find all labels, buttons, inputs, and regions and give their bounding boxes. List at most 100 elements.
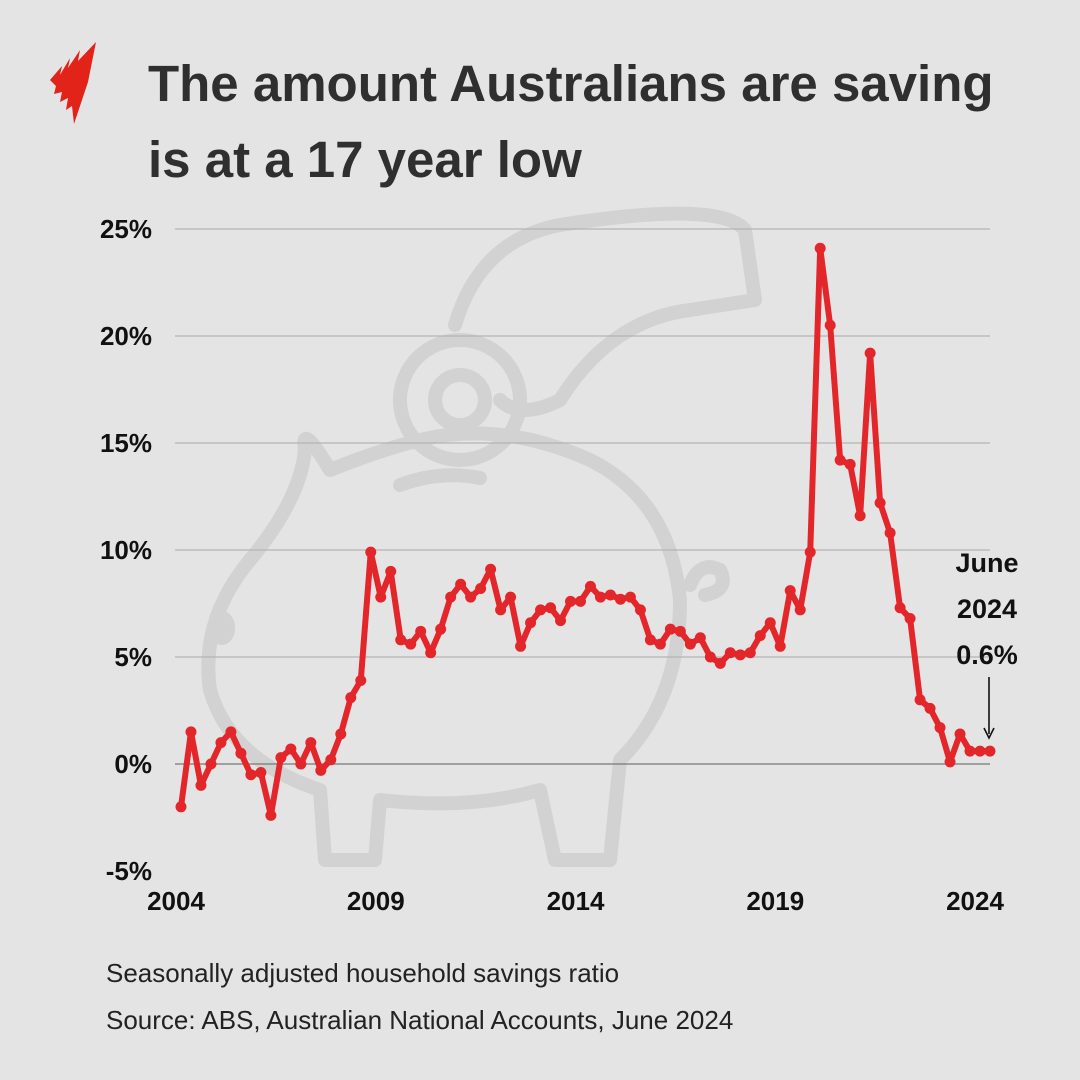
data-point <box>565 595 577 607</box>
data-point <box>505 591 517 603</box>
data-point <box>235 747 247 759</box>
data-point <box>365 546 377 558</box>
data-point <box>574 595 586 607</box>
data-point <box>355 675 367 687</box>
x-tick-label: 2009 <box>347 886 405 916</box>
data-point <box>594 591 606 603</box>
data-point <box>185 726 197 738</box>
chart-note: Seasonally adjusted household savings ra… <box>106 958 620 988</box>
data-point <box>385 565 397 577</box>
data-point <box>425 647 437 659</box>
data-point <box>864 347 876 359</box>
data-point <box>634 604 646 616</box>
data-point <box>325 754 337 766</box>
x-tick-label: 2024 <box>946 886 1004 916</box>
data-point <box>964 745 976 757</box>
data-point <box>245 769 257 781</box>
data-point <box>275 752 287 764</box>
x-tick-label: 2004 <box>147 886 205 916</box>
data-point <box>335 728 347 740</box>
data-point <box>824 319 836 331</box>
data-point <box>195 779 207 791</box>
latest-value-annotation: June 2024 0.6% <box>928 540 1046 678</box>
data-point <box>455 578 467 590</box>
data-point <box>804 546 816 558</box>
data-point <box>445 591 457 603</box>
data-point <box>654 638 666 650</box>
y-tick-label: 10% <box>100 535 152 565</box>
data-point <box>984 745 996 757</box>
data-point <box>784 585 796 597</box>
data-point <box>854 510 866 522</box>
chart-source: Source: ABS, Australian National Account… <box>106 1005 734 1035</box>
data-point <box>744 647 756 659</box>
data-point <box>485 563 497 575</box>
data-point <box>555 615 567 627</box>
data-point <box>395 634 407 646</box>
x-tick-label: 2019 <box>746 886 804 916</box>
data-point <box>974 745 986 757</box>
annotation-arrow <box>983 677 995 740</box>
data-point <box>525 617 537 629</box>
data-point <box>415 625 427 637</box>
data-point <box>704 651 716 663</box>
data-point <box>694 632 706 644</box>
data-point <box>924 702 936 714</box>
data-point <box>435 623 447 635</box>
data-point <box>664 623 676 635</box>
data-point <box>225 726 237 738</box>
data-point <box>405 638 417 650</box>
sbs-logo <box>50 42 96 124</box>
data-point <box>265 809 277 821</box>
data-point <box>465 591 477 603</box>
data-point <box>724 647 736 659</box>
x-axis-ticks: 2004 2009 2014 2019 2024 <box>147 886 1004 916</box>
x-tick-label: 2014 <box>547 886 605 916</box>
data-point <box>914 694 926 706</box>
y-tick-label: 0% <box>114 749 152 779</box>
data-point <box>375 591 387 603</box>
data-point <box>295 758 307 770</box>
data-point <box>714 657 726 669</box>
data-point <box>794 604 806 616</box>
data-point <box>495 604 507 616</box>
data-point <box>215 737 227 749</box>
y-tick-label: -5% <box>106 856 152 886</box>
data-point <box>584 580 596 592</box>
data-point <box>904 612 916 624</box>
data-point <box>175 801 187 813</box>
data-point <box>774 640 786 652</box>
savings-ratio-line <box>178 245 990 819</box>
annotation-line: June <box>955 548 1019 578</box>
data-point <box>255 767 267 779</box>
data-point <box>604 589 616 601</box>
data-point <box>734 649 746 661</box>
y-tick-label: 25% <box>100 214 152 244</box>
data-point <box>305 737 317 749</box>
annotation-line: 0.6% <box>956 640 1018 670</box>
y-tick-label: 20% <box>100 321 152 351</box>
data-point <box>545 602 557 614</box>
data-point <box>614 593 626 605</box>
data-point <box>954 728 966 740</box>
data-point <box>814 242 826 254</box>
data-point <box>345 692 357 704</box>
data-point <box>894 602 906 614</box>
data-point <box>684 638 696 650</box>
piggy-bank-watermark <box>201 206 762 867</box>
data-point <box>834 454 846 466</box>
series-line <box>175 242 996 821</box>
annotation-line: 2024 <box>956 594 1018 624</box>
data-point <box>315 764 327 776</box>
data-point <box>515 640 527 652</box>
data-point <box>874 497 886 509</box>
data-point <box>285 743 297 755</box>
data-point <box>764 617 776 629</box>
data-point <box>535 604 547 616</box>
data-point <box>674 625 686 637</box>
data-point <box>754 630 766 642</box>
chart-title: The amount Australians are saving is at … <box>148 55 994 188</box>
data-point <box>205 758 217 770</box>
y-tick-label: 15% <box>100 428 152 458</box>
